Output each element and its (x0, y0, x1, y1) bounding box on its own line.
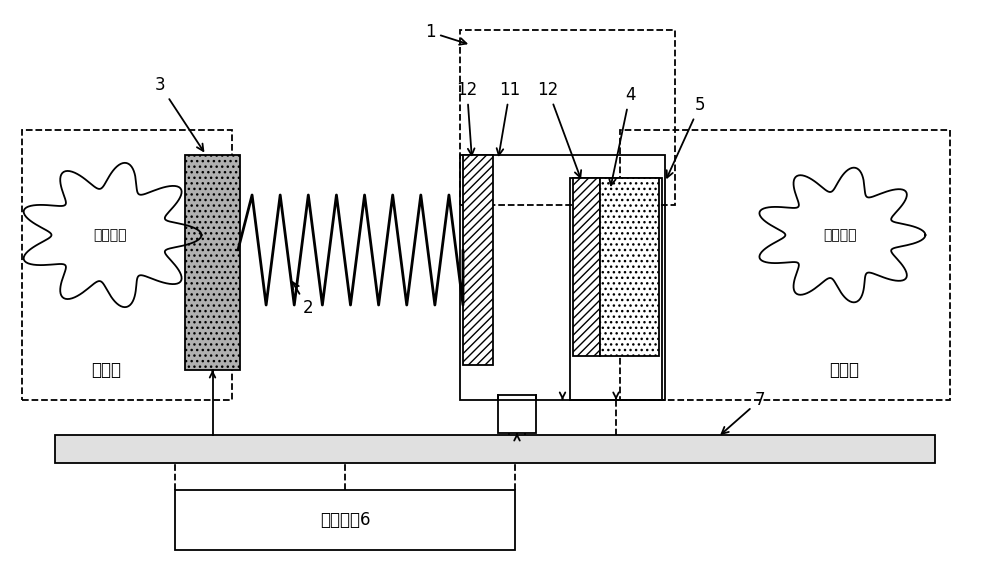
Bar (573, 178, 600, 356)
Bar (460, 155, 665, 400)
Text: 散热区: 散热区 (829, 361, 859, 379)
Text: 12: 12 (456, 81, 478, 155)
Bar (175, 490, 515, 550)
Bar (620, 130, 950, 400)
Text: 11: 11 (497, 81, 521, 155)
Text: 4: 4 (609, 86, 635, 185)
Bar (463, 155, 493, 365)
Bar (460, 30, 675, 205)
Bar (570, 178, 662, 400)
Text: 5: 5 (667, 96, 705, 178)
Text: 外界环境: 外界环境 (93, 228, 127, 242)
Text: 12: 12 (537, 81, 581, 178)
Text: 控制电源6: 控制电源6 (320, 511, 370, 529)
Text: 1: 1 (425, 23, 466, 45)
Bar (600, 178, 659, 356)
Text: 7: 7 (722, 391, 765, 434)
Text: 3: 3 (155, 76, 203, 151)
Bar (185, 155, 240, 370)
Bar (55, 435, 935, 463)
Bar (498, 395, 536, 433)
Text: 制冷区: 制冷区 (91, 361, 121, 379)
Text: 2: 2 (292, 282, 313, 317)
Text: 外界环境: 外界环境 (823, 228, 857, 242)
Bar (22, 130, 232, 400)
